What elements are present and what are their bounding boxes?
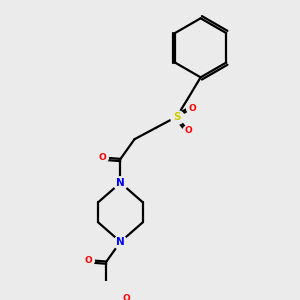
Text: O: O xyxy=(84,256,92,265)
Text: O: O xyxy=(184,126,192,135)
Text: N: N xyxy=(116,237,125,247)
Text: O: O xyxy=(188,104,196,113)
Text: N: N xyxy=(116,178,125,188)
Text: S: S xyxy=(173,112,181,122)
Text: O: O xyxy=(123,294,130,300)
Text: O: O xyxy=(98,153,106,162)
